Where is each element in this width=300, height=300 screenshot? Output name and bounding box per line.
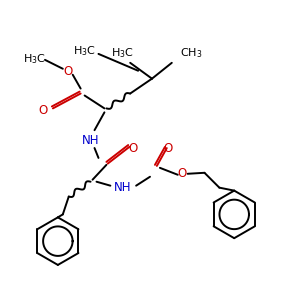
Text: O: O	[38, 104, 48, 117]
Text: $\mathregular{CH_3}$: $\mathregular{CH_3}$	[180, 46, 202, 60]
Text: O: O	[163, 142, 172, 154]
Text: O: O	[63, 65, 72, 78]
Text: $\mathregular{H_3C}$: $\mathregular{H_3C}$	[111, 46, 134, 60]
Text: $\mathregular{H_3C}$: $\mathregular{H_3C}$	[73, 44, 95, 58]
Text: NH: NH	[113, 181, 131, 194]
Text: $\mathregular{H_3C}$: $\mathregular{H_3C}$	[23, 52, 46, 66]
Text: NH: NH	[82, 134, 99, 147]
Text: O: O	[177, 167, 186, 180]
Text: O: O	[128, 142, 138, 154]
